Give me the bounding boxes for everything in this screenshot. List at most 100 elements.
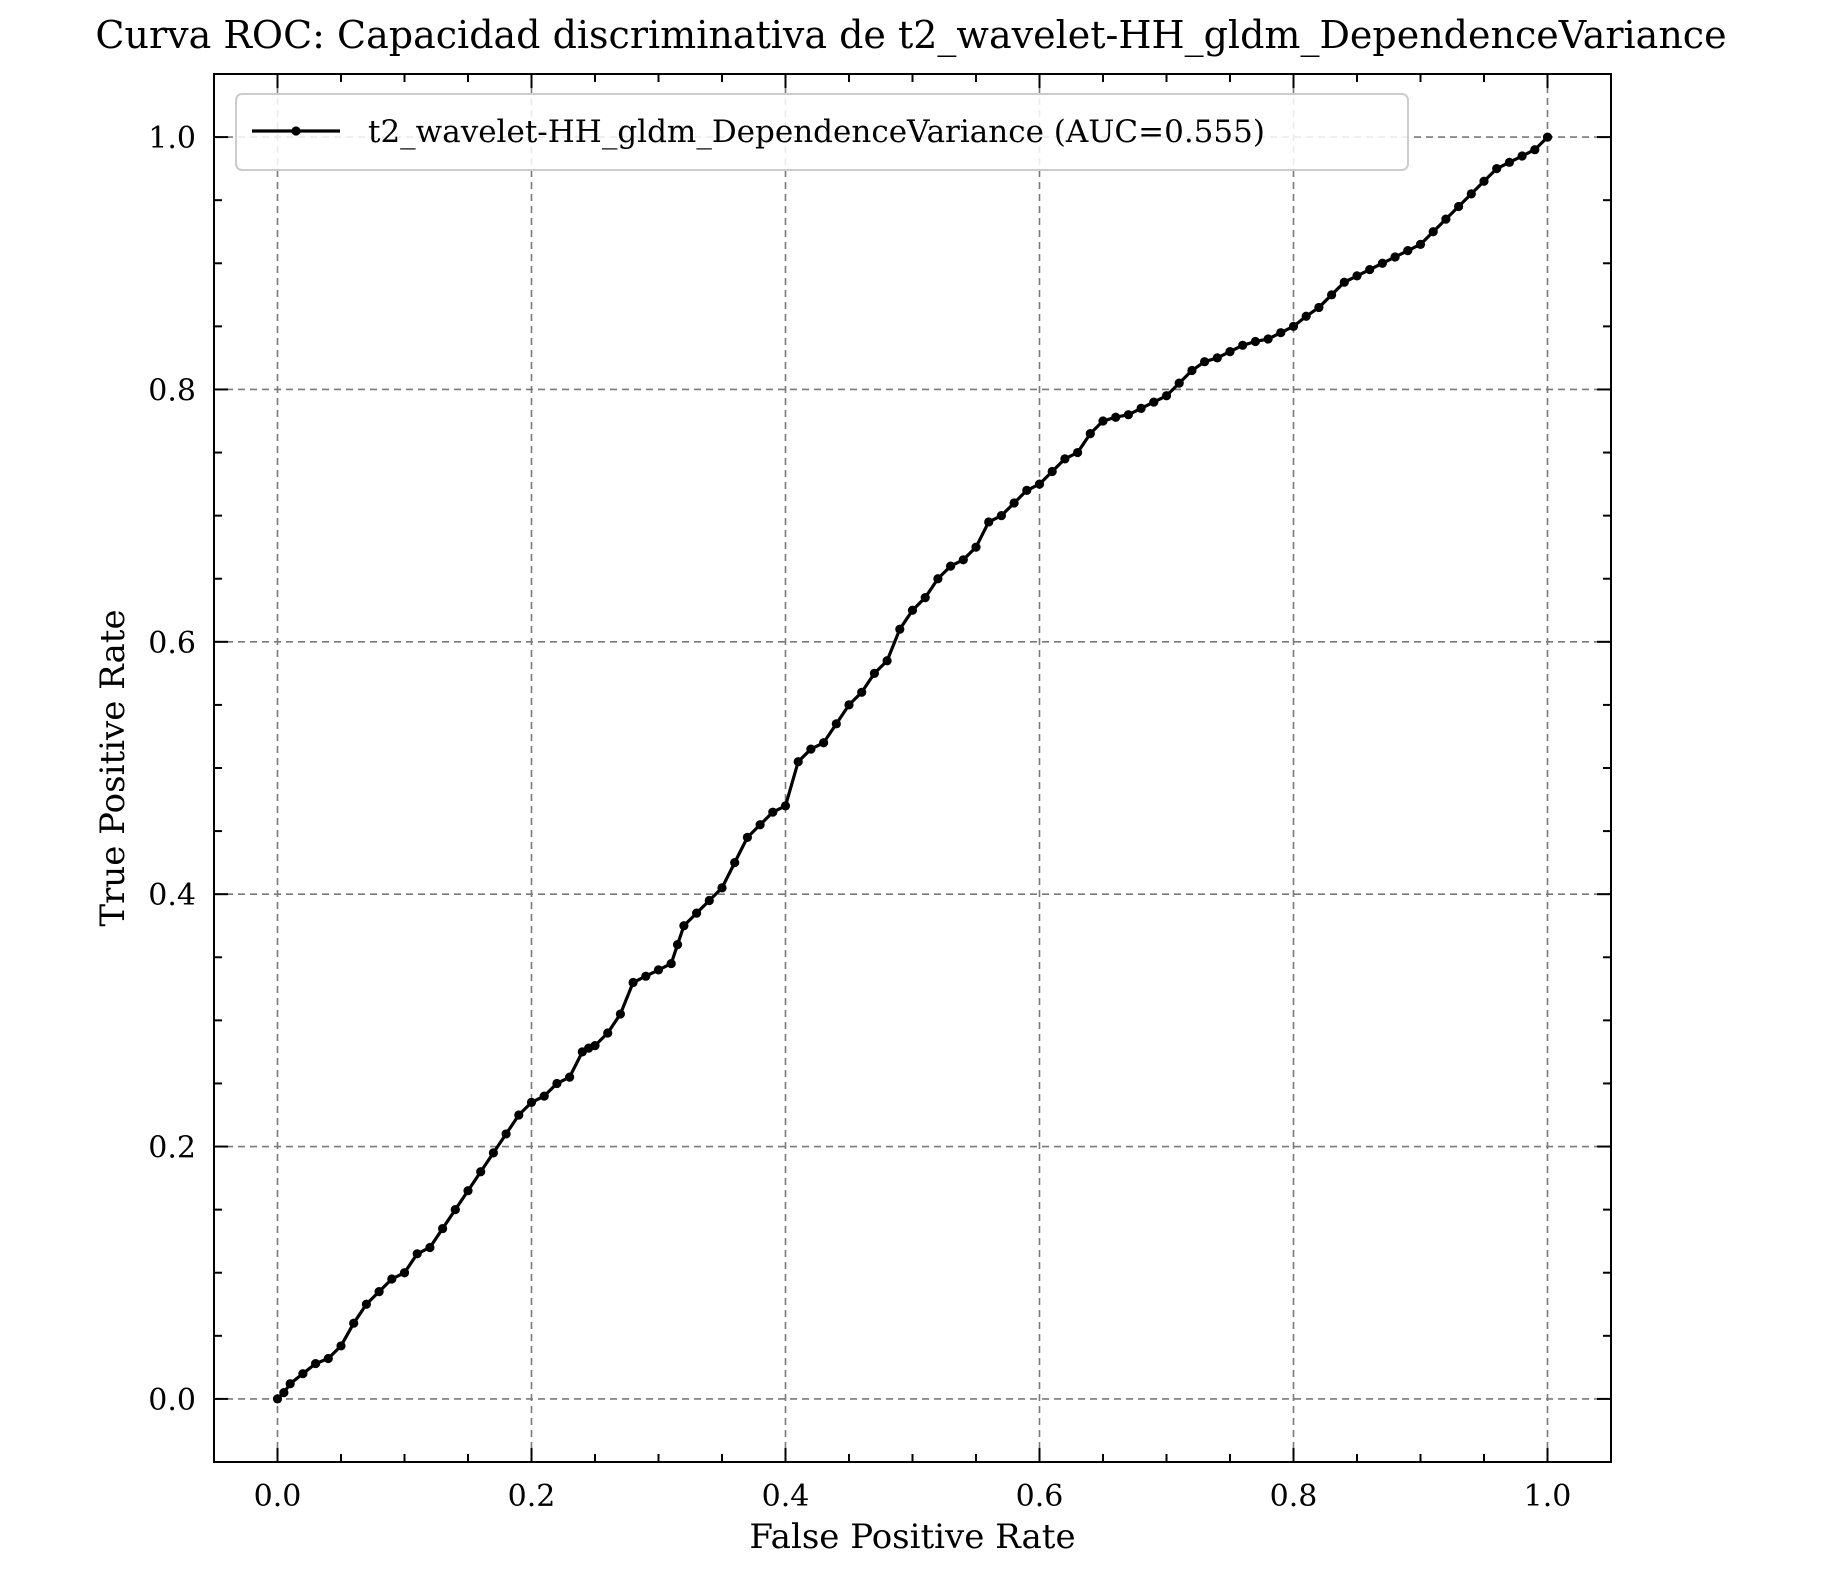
roc-data-point <box>1365 264 1375 275</box>
roc-data-point <box>780 801 791 811</box>
x-tick-label: 0.6 <box>1016 1479 1064 1514</box>
roc-data-point <box>882 656 892 666</box>
roc-data-point <box>1327 290 1337 300</box>
roc-data-point <box>1098 416 1108 426</box>
roc-data-point <box>463 1186 473 1196</box>
roc-data-point <box>793 757 803 767</box>
roc-data-point <box>272 1394 283 1404</box>
roc-data-point <box>1212 353 1222 363</box>
roc-data-point <box>1339 277 1349 287</box>
roc-data-point <box>704 895 714 906</box>
legend-marker-swatch <box>291 126 301 136</box>
roc-data-point <box>387 1274 397 1284</box>
roc-data-point <box>1225 347 1235 357</box>
legend: t2_wavelet-HH_gldm_DependenceVariance (A… <box>235 93 1409 171</box>
roc-data-point <box>895 624 905 634</box>
roc-data-point <box>984 517 994 527</box>
x-tick-label: 0.4 <box>762 1479 810 1514</box>
y-tick-label: 0.6 <box>148 626 196 661</box>
roc-data-point <box>1263 334 1273 344</box>
roc-data-point <box>565 1072 575 1082</box>
roc-data-point <box>450 1205 460 1215</box>
roc-data-point <box>946 561 956 571</box>
roc-data-point <box>285 1379 295 1389</box>
roc-data-point <box>628 977 638 988</box>
roc-data-point <box>933 574 943 584</box>
grid-lines <box>214 74 1611 1462</box>
roc-data-point <box>1454 201 1464 212</box>
roc-data-point <box>679 921 689 931</box>
roc-data-point <box>1187 365 1197 376</box>
roc-data-point <box>1250 336 1260 347</box>
roc-data-point <box>1492 164 1502 174</box>
roc-data-point <box>279 1388 289 1398</box>
roc-data-point <box>844 700 854 710</box>
roc-data-point <box>514 1110 524 1120</box>
roc-curve-line <box>276 135 1549 1401</box>
roc-data-point <box>1390 252 1400 262</box>
roc-data-point <box>958 555 968 565</box>
roc-data-point <box>1542 132 1553 142</box>
roc-data-point <box>1479 176 1489 186</box>
y-tick-label: 1.0 <box>148 121 196 156</box>
roc-data-point <box>806 744 816 754</box>
roc-data-point <box>361 1299 371 1309</box>
x-axis-label: False Positive Rate <box>749 1517 1075 1557</box>
roc-data-point <box>501 1129 511 1139</box>
roc-data-point <box>1073 447 1083 458</box>
roc-data-point <box>1314 302 1324 313</box>
plot-area-frame <box>213 73 1612 1463</box>
roc-data-point <box>869 668 880 678</box>
roc-data-point <box>399 1268 410 1278</box>
roc-data-point <box>323 1353 333 1364</box>
roc-data-point <box>1530 145 1540 155</box>
roc-data-point <box>336 1341 346 1351</box>
y-tick-label: 0.4 <box>148 878 196 913</box>
roc-data-point <box>1504 157 1514 167</box>
roc-data-point <box>1034 479 1045 489</box>
roc-data-point <box>672 940 683 950</box>
roc-data-point <box>742 832 753 843</box>
x-tick-label: 1.0 <box>1524 1479 1572 1514</box>
roc-data-point <box>590 1041 600 1051</box>
roc-data-point <box>907 605 918 615</box>
roc-data-point <box>1415 239 1426 249</box>
x-tick-label: 0.2 <box>508 1479 556 1514</box>
axis-ticks: 0.0 0.2 0.4 0.6 0.8 1.0 0.0 0.2 0.4 0.6 0.8 1.0 <box>148 73 1612 1514</box>
roc-data-point <box>1022 485 1032 495</box>
roc-data-point <box>374 1287 384 1297</box>
roc-data-point <box>1403 246 1413 256</box>
roc-data-point <box>1517 151 1527 161</box>
roc-data-point <box>717 883 727 893</box>
y-axis-label: True Positive Rate <box>93 609 133 926</box>
roc-data-point <box>298 1369 308 1379</box>
roc-data-point <box>1428 227 1438 237</box>
roc-data-point <box>1009 498 1019 508</box>
roc-data-point <box>1276 328 1286 338</box>
roc-data-point <box>1149 397 1159 407</box>
roc-data-point <box>552 1078 562 1089</box>
roc-data-point <box>349 1318 359 1328</box>
roc-data-point <box>412 1249 422 1259</box>
chart-title: Curva ROC: Capacidad discriminativa de t… <box>95 13 1726 58</box>
roc-data-point <box>1200 357 1210 367</box>
y-tick-label: 0.0 <box>148 1383 196 1418</box>
roc-data-point <box>476 1167 486 1177</box>
roc-data-point <box>768 807 778 817</box>
y-tick-label: 0.8 <box>148 373 196 408</box>
roc-data-point <box>730 858 740 868</box>
roc-data-point <box>857 687 867 697</box>
x-tick-label: 0.0 <box>254 1479 302 1514</box>
x-tick-label: 0.8 <box>1270 1479 1318 1514</box>
roc-data-point <box>1085 429 1095 439</box>
roc-data-point <box>1377 258 1387 268</box>
roc-data-point <box>311 1358 321 1369</box>
roc-data-point <box>755 820 765 830</box>
roc-data-point <box>603 1028 613 1038</box>
roc-data-point <box>1161 391 1172 401</box>
roc-data-point <box>819 738 829 748</box>
roc-data-point <box>996 511 1007 521</box>
legend-entry-label: t2_wavelet-HH_gldm_DependenceVariance (A… <box>368 114 1265 150</box>
roc-data-point <box>1301 311 1311 321</box>
